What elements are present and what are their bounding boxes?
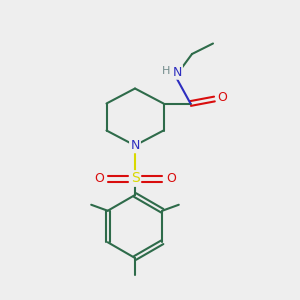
Text: O: O: [94, 172, 104, 185]
Text: N: N: [172, 65, 182, 79]
Text: S: S: [130, 172, 140, 185]
Text: O: O: [166, 172, 176, 185]
Text: N: N: [130, 139, 140, 152]
Text: H: H: [161, 65, 170, 76]
Text: O: O: [217, 91, 227, 104]
